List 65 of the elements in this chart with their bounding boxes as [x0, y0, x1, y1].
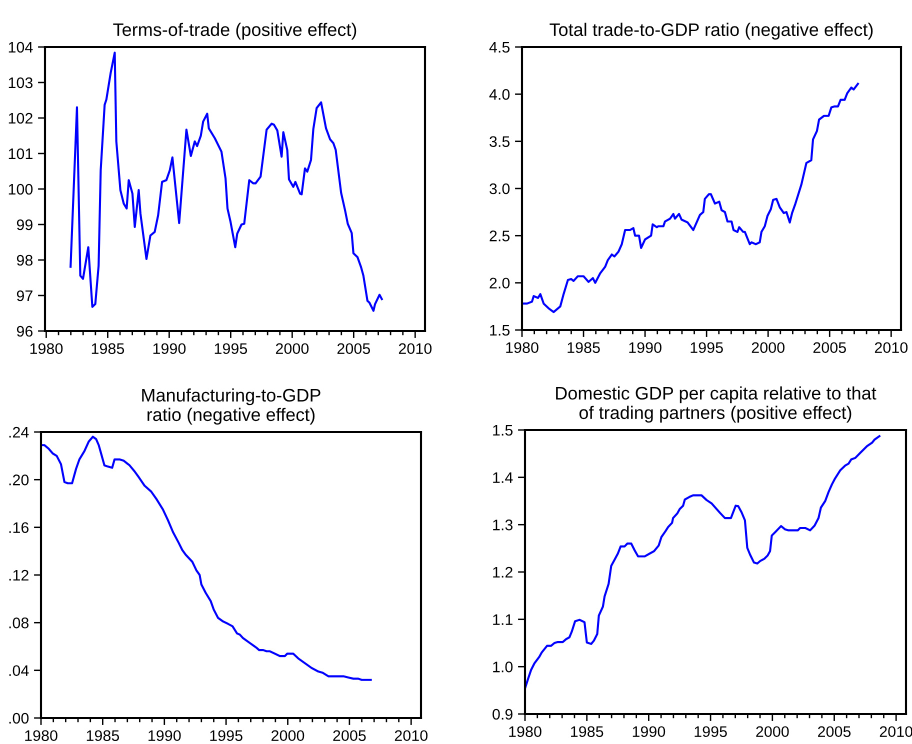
x-tick-label: 1990: [629, 342, 662, 354]
x-tick-label: 1990: [632, 726, 666, 738]
x-tick-label: 2010: [394, 730, 428, 742]
x-tick-label: 1985: [92, 343, 124, 354]
x-tick-label: 2000: [272, 730, 304, 742]
y-tick-label: 97: [16, 290, 32, 302]
x-tick-label: 1985: [568, 342, 600, 354]
y-tick-label: 3.5: [490, 136, 510, 148]
y-tick-label: .24: [9, 426, 29, 438]
chart-title: Manufacturing-to-GDP ratio (negative effect): [142, 388, 320, 425]
x-tick-label: 1995: [214, 343, 248, 354]
x-tick-label: 2005: [337, 343, 370, 354]
y-tick-label: 1.2: [493, 566, 512, 578]
y-tick-label: 103: [8, 77, 33, 88]
x-tick-label: 1990: [148, 730, 181, 742]
y-tick-label: 1.4: [493, 472, 513, 483]
y-tick-label: 96: [16, 326, 33, 337]
y-tick-label: .12: [9, 570, 28, 581]
x-tick-label: 2005: [333, 730, 366, 742]
y-tick-label: 101: [8, 148, 32, 160]
line-series: [41, 436, 372, 681]
y-tick-label: 0.9: [492, 708, 512, 720]
y-tick-label: 4.5: [489, 42, 510, 53]
x-tick-label: 1980: [30, 343, 63, 354]
y-tick-label: 98: [16, 254, 33, 266]
line-series: [522, 82, 859, 314]
y-tick-label: 1.1: [493, 614, 512, 625]
y-tick-label: .04: [9, 665, 29, 676]
x-tick-label: 1995: [694, 726, 727, 738]
x-tick-label: 2000: [752, 342, 784, 354]
x-tick-label: 1995: [210, 730, 242, 742]
x-tick-label: 2005: [813, 342, 846, 354]
x-tick-label: 2000: [756, 726, 789, 738]
x-tick-label: 1980: [509, 726, 542, 738]
y-tick-label: 99: [16, 219, 32, 230]
x-tick-label: 1980: [506, 342, 538, 354]
y-tick-label: 2.0: [490, 278, 510, 289]
x-tick-label: 1990: [153, 343, 186, 354]
x-tick-label: 1995: [690, 342, 723, 354]
line-series: [525, 435, 880, 690]
y-tick-label: 3.0: [490, 183, 510, 194]
y-tick-label: 1.5: [490, 325, 510, 336]
x-tick-label: 1985: [86, 730, 120, 742]
y-tick-label: .08: [9, 618, 29, 628]
x-tick-label: 1980: [25, 730, 58, 742]
x-tick-label: 1985: [571, 726, 604, 738]
y-tick-label: .20: [9, 474, 29, 486]
y-tick-label: .00: [9, 712, 29, 724]
y-tick-label: 102: [8, 112, 32, 124]
x-tick-label: 2010: [874, 342, 908, 354]
line-series: [70, 52, 383, 312]
y-tick-label: 100: [8, 184, 33, 195]
y-tick-label: 104: [8, 42, 33, 53]
y-tick-label: 2.5: [490, 230, 510, 242]
x-tick-label: 2010: [398, 343, 432, 354]
chart-title: Terms-of-trade (positive effect): [113, 22, 356, 40]
x-tick-label: 2000: [276, 343, 309, 354]
y-tick-label: 1.5: [493, 425, 513, 436]
chart-title: Total trade-to-GDP ratio (negative effect): [550, 22, 873, 40]
chart-title: Domestic GDP per capita relative to that of trading partners (positive effect): [556, 386, 876, 423]
y-tick-label: 1.0: [493, 662, 513, 672]
y-tick-label: .16: [9, 522, 29, 534]
y-tick-label: 4.0: [489, 89, 510, 100]
x-tick-label: 2005: [818, 726, 851, 738]
y-tick-label: 1.3: [493, 520, 513, 530]
